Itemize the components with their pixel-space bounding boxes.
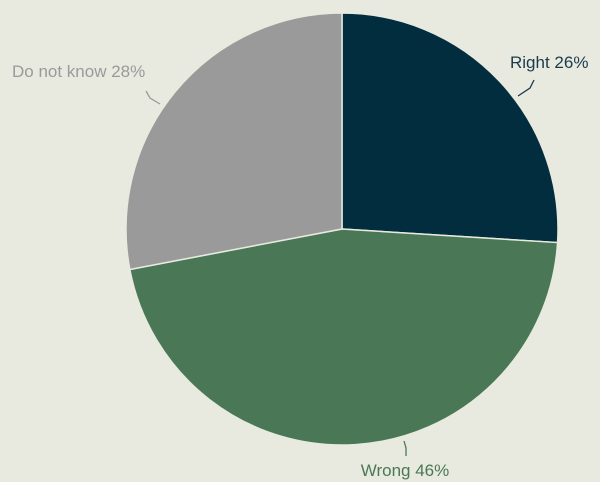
leader-lines <box>145 79 535 456</box>
leader-line-wrong <box>403 440 407 456</box>
pie-slice-right <box>341 12 559 244</box>
slice-label-wrong: Wrong 46% <box>361 461 450 480</box>
slice-label-right: Right 26% <box>510 53 588 72</box>
leader-line-right <box>517 79 535 97</box>
slice-label-do-not-know: Do not know 28% <box>12 62 145 81</box>
pie-slice-wrong <box>128 228 559 446</box>
leader-line-do-not-know <box>145 90 161 105</box>
pie-slices <box>125 12 559 446</box>
slice-labels: Right 26% Wrong 46% Do not know 28% <box>12 53 588 480</box>
pie-slice-do-not-know <box>125 12 343 271</box>
